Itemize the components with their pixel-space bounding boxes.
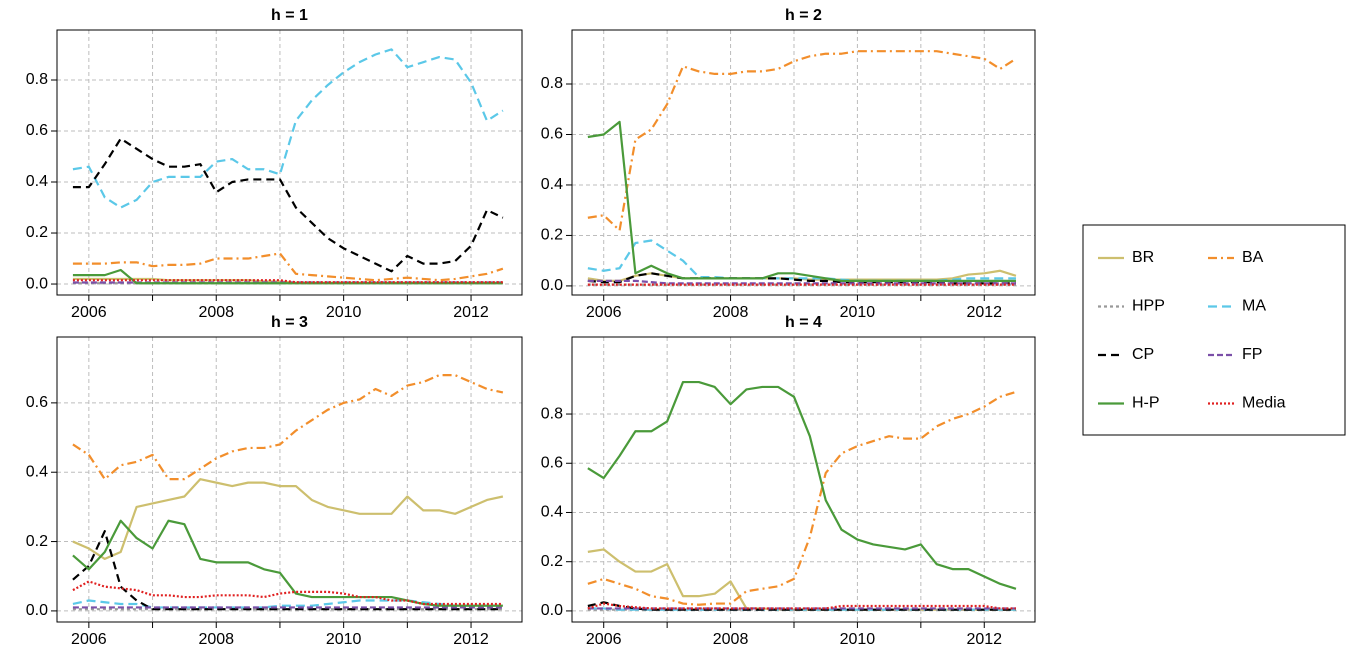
x-tick-label: 2008 bbox=[713, 631, 749, 648]
panel-title: h = 3 bbox=[271, 314, 308, 331]
y-tick-label: 0.0 bbox=[26, 602, 48, 619]
x-tick-label: 2006 bbox=[71, 631, 107, 648]
y-tick-label: 0.2 bbox=[26, 533, 48, 550]
series-line bbox=[587, 390, 1017, 606]
x-tick-label: 2008 bbox=[713, 304, 749, 321]
legend-label: FP bbox=[1242, 346, 1262, 363]
y-tick-label: 0.8 bbox=[541, 75, 563, 92]
y-tick-label: 0.6 bbox=[541, 126, 563, 143]
legend-label: BA bbox=[1242, 249, 1264, 266]
x-tick-label: 2010 bbox=[326, 631, 362, 648]
panel-title: h = 2 bbox=[785, 7, 822, 24]
y-tick-label: 0.4 bbox=[26, 463, 48, 480]
y-tick-label: 0.4 bbox=[541, 504, 563, 521]
series-line bbox=[72, 478, 504, 560]
y-tick-label: 0.4 bbox=[26, 173, 48, 190]
plot-frame bbox=[571, 336, 1036, 623]
y-tick-label: 0.2 bbox=[541, 227, 563, 244]
legend-label: HPP bbox=[1132, 298, 1165, 315]
x-tick-label: 2008 bbox=[198, 304, 234, 321]
y-tick-label: 0.6 bbox=[541, 454, 563, 471]
legend-label: Media bbox=[1242, 395, 1286, 412]
x-tick-label: 2010 bbox=[840, 304, 876, 321]
legend-label: BR bbox=[1132, 249, 1154, 266]
legend-label: H-P bbox=[1132, 395, 1160, 412]
y-tick-label: 0.0 bbox=[26, 275, 48, 292]
series-line bbox=[72, 580, 503, 606]
plot-frame bbox=[571, 29, 1036, 296]
series-line bbox=[72, 137, 504, 273]
series-line bbox=[587, 279, 1016, 285]
series-line bbox=[72, 530, 503, 611]
x-tick-label: 2006 bbox=[586, 631, 622, 648]
series-line bbox=[72, 48, 504, 209]
y-tick-label: 0.2 bbox=[26, 224, 48, 241]
x-tick-label: 2010 bbox=[326, 304, 362, 321]
legend-box bbox=[1082, 224, 1346, 436]
x-tick-label: 2008 bbox=[198, 631, 234, 648]
x-tick-label: 2012 bbox=[453, 304, 489, 321]
y-tick-label: 0.0 bbox=[541, 602, 563, 619]
y-tick-label: 0.2 bbox=[541, 553, 563, 570]
panel-title: h = 1 bbox=[271, 7, 308, 24]
x-tick-label: 2012 bbox=[966, 631, 1002, 648]
x-tick-label: 2012 bbox=[453, 631, 489, 648]
x-tick-label: 2010 bbox=[840, 631, 876, 648]
y-tick-label: 0.4 bbox=[541, 176, 563, 193]
plot-frame bbox=[56, 29, 523, 296]
legend-label: CP bbox=[1132, 346, 1154, 363]
series-line bbox=[587, 602, 1016, 610]
series-line bbox=[72, 519, 503, 607]
y-tick-label: 0.8 bbox=[26, 71, 48, 88]
x-tick-label: 2006 bbox=[71, 304, 107, 321]
legend-label: MA bbox=[1242, 298, 1266, 315]
x-tick-label: 2006 bbox=[586, 304, 622, 321]
panel-title: h = 4 bbox=[785, 314, 822, 331]
series-line bbox=[587, 548, 1016, 611]
series-line bbox=[72, 374, 504, 481]
series-line bbox=[72, 268, 503, 285]
x-tick-label: 2012 bbox=[966, 304, 1002, 321]
y-tick-label: 0.0 bbox=[541, 277, 563, 294]
plot-frame bbox=[56, 336, 523, 623]
series-line bbox=[72, 252, 504, 282]
y-tick-label: 0.6 bbox=[26, 394, 48, 411]
series-line bbox=[587, 601, 1016, 611]
series-line bbox=[587, 120, 1016, 282]
series-line bbox=[587, 50, 1017, 232]
series-line bbox=[587, 380, 1017, 590]
y-tick-label: 0.8 bbox=[541, 405, 563, 422]
y-tick-label: 0.6 bbox=[26, 122, 48, 139]
